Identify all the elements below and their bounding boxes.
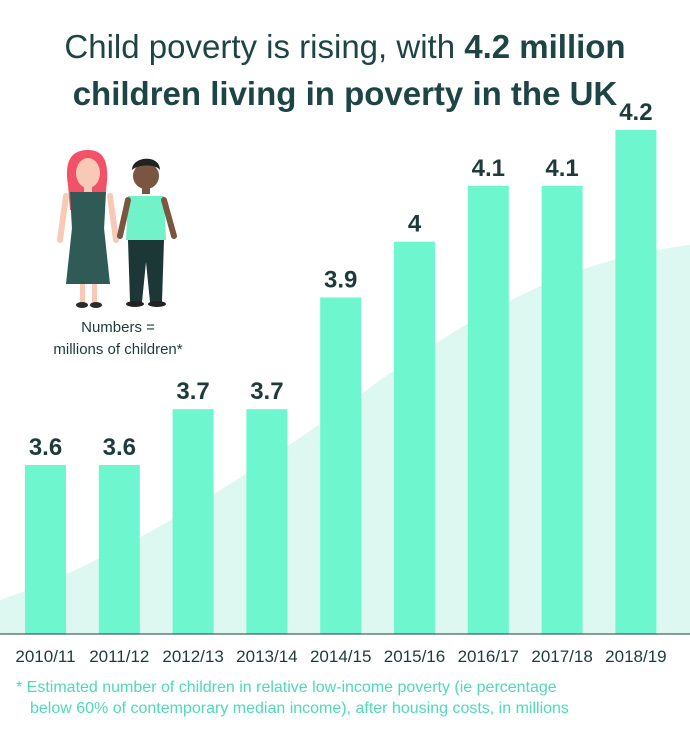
value-labels-group: 3.6 3.6 3.7 3.7 3.9 4 4.1 4.1 4.2 xyxy=(29,99,653,461)
bar-2017-18 xyxy=(541,185,583,635)
tick-label-2011-12: 2011/12 xyxy=(89,647,149,666)
bars-group xyxy=(25,130,657,635)
footnote-line-1: * Estimated number of children in relati… xyxy=(16,679,557,696)
value-label-2013-14: 3.7 xyxy=(250,378,283,405)
tick-label-2017-18: 2017/18 xyxy=(531,647,592,666)
title-normal-part: Child poverty is rising, with xyxy=(64,28,464,65)
bar-2013-14 xyxy=(246,409,288,634)
tick-label-2012-13: 2012/13 xyxy=(162,647,223,666)
chart-title-line-1: Child poverty is rising, with 4.2 millio… xyxy=(64,28,625,65)
title-bold-part: 4.2 million xyxy=(464,28,625,65)
children-illustration-icon xyxy=(57,150,177,308)
bar-2015-16 xyxy=(394,241,435,634)
tick-label-2016-17: 2016/17 xyxy=(458,647,519,666)
bar-2010-11 xyxy=(25,465,66,634)
bar-2012-13 xyxy=(172,409,214,634)
value-label-2017-18: 4.1 xyxy=(545,155,578,182)
girl-figure-icon xyxy=(57,150,119,308)
value-label-2014-15: 3.9 xyxy=(324,267,357,294)
bar-2014-15 xyxy=(320,297,362,634)
bar-2018-19 xyxy=(615,130,657,634)
value-label-2010-11: 3.6 xyxy=(29,434,62,461)
chart-title-line-2: children living in poverty in the UK xyxy=(73,75,618,112)
tick-label-2015-16: 2015/16 xyxy=(384,647,445,666)
note-line-1: Numbers = xyxy=(81,319,155,336)
value-label-2016-17: 4.1 xyxy=(472,155,505,182)
value-label-2015-16: 4 xyxy=(408,211,422,238)
tick-label-2010-11: 2010/11 xyxy=(15,647,75,666)
tick-label-2018-19: 2018/19 xyxy=(605,647,666,666)
bar-2011-12 xyxy=(98,465,140,634)
tick-labels-group: 2010/11 2011/12 2012/13 2013/14 2014/15 2015/… xyxy=(15,647,666,666)
note-line-2: millions of children* xyxy=(53,341,182,358)
value-label-2012-13: 3.7 xyxy=(176,378,209,405)
tick-label-2014-15: 2014/15 xyxy=(310,647,371,666)
value-label-2018-19: 4.2 xyxy=(619,99,652,126)
boy-figure-icon xyxy=(117,158,177,307)
bar-2016-17 xyxy=(467,185,509,635)
footnote-line-2: below 60% of contemporary median income)… xyxy=(30,700,569,717)
value-label-2011-12: 3.6 xyxy=(103,434,136,461)
tick-label-2013-14: 2013/14 xyxy=(236,647,297,666)
